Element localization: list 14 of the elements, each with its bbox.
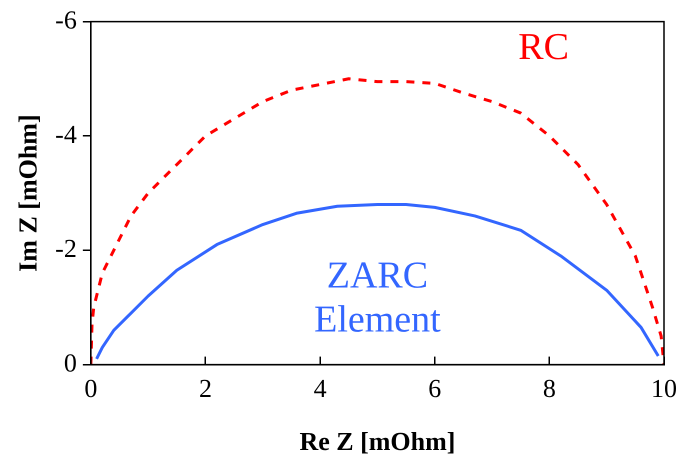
series-label: ZARC Element — [314, 254, 442, 340]
x-tick-label: 8 — [542, 374, 556, 404]
x-tick-label: 6 — [428, 374, 442, 404]
y-tick-label: -4 — [55, 120, 77, 149]
x-axis-title: Re Z [mOhm] — [299, 427, 456, 456]
x-tick-label: 10 — [651, 374, 677, 404]
series-label: RC — [518, 26, 569, 68]
y-axis-title: Im Z [mOhm] — [13, 114, 42, 272]
y-tick-label: 0 — [64, 348, 77, 378]
x-tick-label: 2 — [198, 374, 212, 404]
x-tick-label: 0 — [84, 374, 98, 404]
y-tick-label: -6 — [55, 5, 77, 34]
x-tick-label: 4 — [314, 374, 327, 404]
y-tick-label: -2 — [55, 234, 77, 264]
